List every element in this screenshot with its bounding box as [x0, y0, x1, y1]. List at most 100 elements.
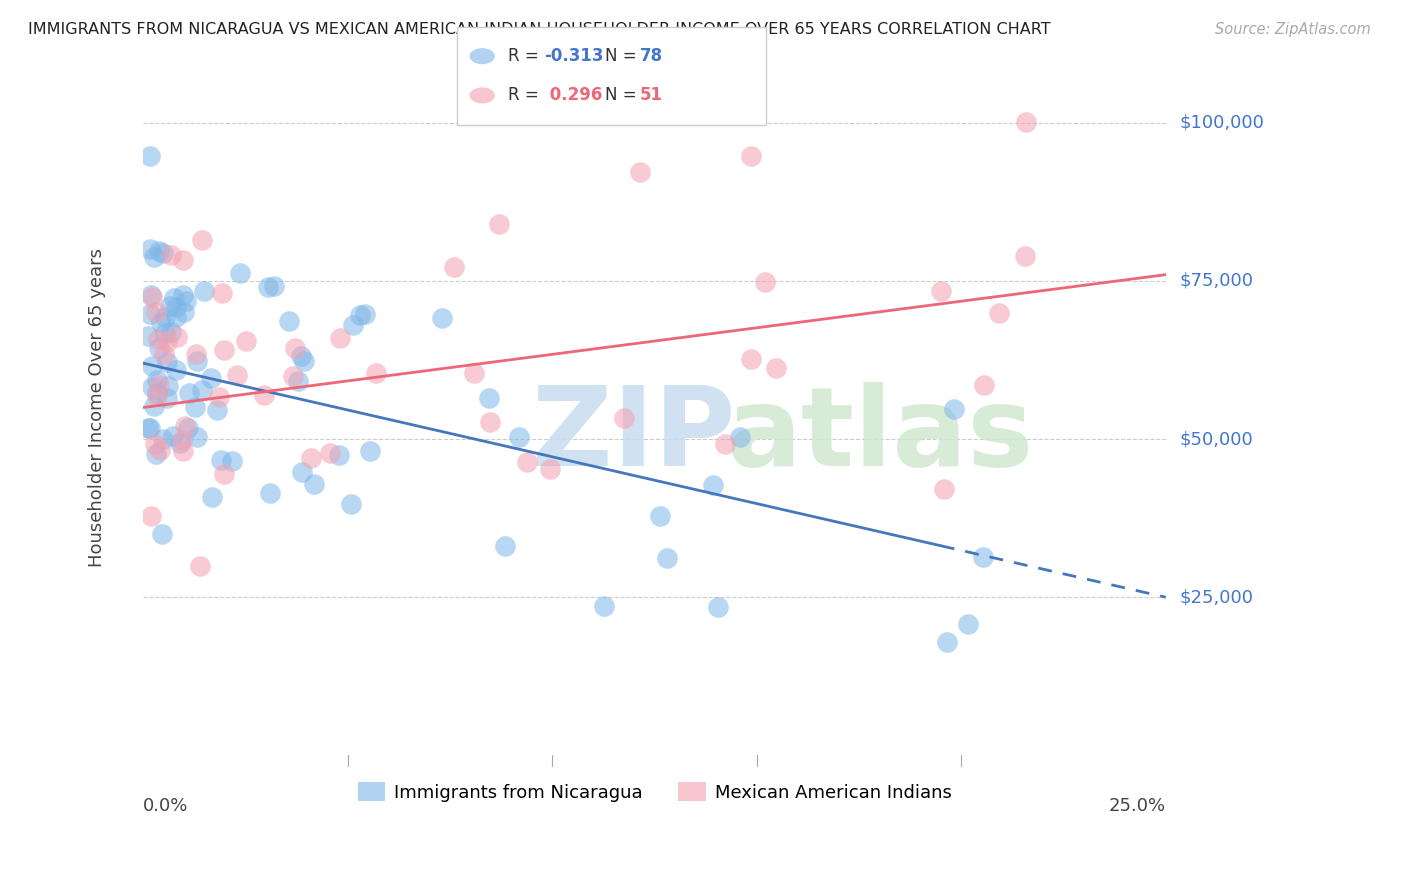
- Point: [478, 391, 501, 405]
- Point: [200, 371, 222, 385]
- Point: [153, 326, 176, 341]
- Point: [190, 233, 212, 247]
- Point: [1014, 249, 1036, 263]
- Point: [349, 308, 371, 322]
- Text: 0.296: 0.296: [544, 87, 603, 104]
- Point: [256, 280, 278, 294]
- Point: [150, 314, 173, 328]
- Point: [508, 430, 530, 444]
- Point: [366, 366, 388, 380]
- Point: [138, 421, 160, 435]
- Point: [229, 266, 252, 280]
- Point: [139, 509, 162, 524]
- Point: [156, 391, 179, 405]
- Point: [152, 246, 174, 260]
- Point: [443, 260, 465, 274]
- Point: [728, 430, 751, 444]
- Text: 78: 78: [640, 47, 662, 65]
- Point: [754, 275, 776, 289]
- Point: [342, 318, 364, 332]
- Point: [146, 389, 169, 403]
- Point: [139, 307, 162, 321]
- Point: [201, 491, 224, 505]
- Point: [259, 485, 281, 500]
- Point: [188, 559, 211, 574]
- Point: [146, 332, 169, 346]
- Point: [972, 549, 994, 564]
- Point: [173, 305, 195, 319]
- Point: [162, 429, 184, 443]
- Point: [156, 378, 179, 392]
- Text: ZIP: ZIP: [531, 382, 735, 489]
- Text: N =: N =: [605, 87, 641, 104]
- Point: [172, 433, 194, 447]
- Point: [463, 366, 485, 380]
- Point: [160, 248, 183, 262]
- Point: [932, 482, 955, 496]
- Point: [159, 299, 181, 313]
- Point: [318, 446, 340, 460]
- Point: [294, 353, 316, 368]
- Point: [148, 244, 170, 259]
- Point: [148, 378, 170, 392]
- Point: [165, 310, 187, 325]
- Point: [149, 443, 172, 458]
- Point: [146, 386, 169, 401]
- Point: [186, 354, 208, 368]
- Point: [179, 386, 201, 401]
- Point: [139, 243, 162, 257]
- Point: [165, 363, 187, 377]
- Point: [146, 373, 169, 387]
- Text: $75,000: $75,000: [1180, 272, 1254, 290]
- Point: [765, 360, 787, 375]
- Point: [174, 294, 197, 309]
- Point: [973, 378, 995, 392]
- Point: [235, 334, 257, 348]
- Point: [340, 497, 363, 511]
- Point: [221, 454, 243, 468]
- Text: Source: ZipAtlas.com: Source: ZipAtlas.com: [1215, 22, 1371, 37]
- Point: [936, 634, 959, 648]
- Point: [141, 379, 163, 393]
- Text: N =: N =: [605, 47, 641, 65]
- Point: [613, 411, 636, 425]
- Point: [479, 415, 502, 429]
- Point: [150, 526, 173, 541]
- Point: [153, 310, 176, 324]
- Point: [211, 286, 233, 301]
- Point: [299, 450, 322, 465]
- Point: [172, 288, 194, 302]
- Point: [263, 279, 285, 293]
- Point: [432, 310, 454, 325]
- Point: [987, 305, 1010, 319]
- Point: [169, 435, 191, 450]
- Point: [145, 447, 167, 461]
- Point: [172, 252, 194, 267]
- Point: [139, 288, 162, 302]
- Point: [191, 384, 214, 398]
- Point: [186, 430, 208, 444]
- Point: [156, 335, 179, 350]
- Point: [291, 466, 314, 480]
- Point: [173, 419, 195, 434]
- Text: $50,000: $50,000: [1180, 430, 1253, 448]
- Point: [290, 349, 312, 363]
- Point: [160, 326, 183, 340]
- Point: [943, 401, 966, 416]
- Point: [153, 347, 176, 361]
- Point: [136, 329, 159, 343]
- Point: [648, 509, 671, 524]
- Point: [360, 443, 382, 458]
- Text: 25.0%: 25.0%: [1108, 797, 1166, 815]
- Point: [713, 437, 735, 451]
- Point: [740, 149, 762, 163]
- Text: IMMIGRANTS FROM NICARAGUA VS MEXICAN AMERICAN INDIAN HOUSEHOLDER INCOME OVER 65 : IMMIGRANTS FROM NICARAGUA VS MEXICAN AME…: [28, 22, 1050, 37]
- Point: [143, 400, 166, 414]
- Point: [630, 164, 652, 178]
- Point: [141, 290, 163, 304]
- Text: -0.313: -0.313: [544, 47, 603, 65]
- Point: [328, 448, 350, 462]
- Point: [329, 331, 352, 345]
- Point: [488, 217, 510, 231]
- Point: [226, 368, 249, 383]
